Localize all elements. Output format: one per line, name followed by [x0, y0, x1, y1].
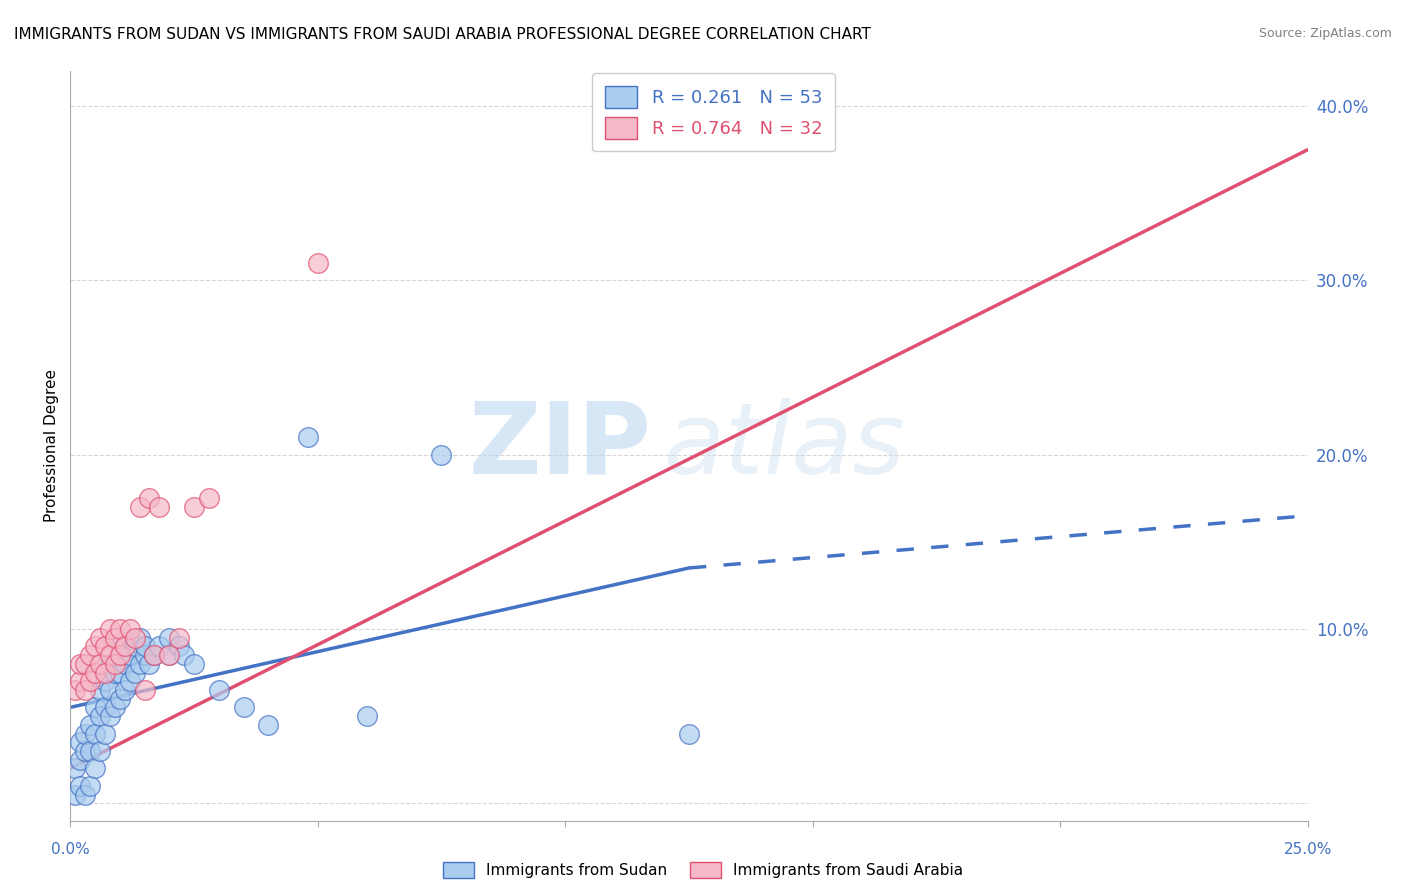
Point	[134, 648, 156, 662]
Point	[104, 631, 127, 645]
Point	[104, 657, 127, 671]
Point	[134, 682, 156, 697]
Point	[89, 657, 111, 671]
Point	[84, 700, 107, 714]
Point	[94, 665, 117, 680]
Point	[138, 491, 160, 506]
Point	[79, 648, 101, 662]
Point	[65, 682, 87, 697]
Point	[98, 682, 121, 697]
Point	[138, 657, 160, 671]
Point	[108, 691, 131, 706]
Y-axis label: Professional Degree: Professional Degree	[44, 369, 59, 523]
Point	[124, 640, 146, 654]
Point	[69, 674, 91, 689]
Text: IMMIGRANTS FROM SUDAN VS IMMIGRANTS FROM SAUDI ARABIA PROFESSIONAL DEGREE CORREL: IMMIGRANTS FROM SUDAN VS IMMIGRANTS FROM…	[14, 27, 870, 42]
Point	[297, 430, 319, 444]
Point	[75, 744, 97, 758]
Point	[108, 622, 131, 636]
Text: Source: ZipAtlas.com: Source: ZipAtlas.com	[1258, 27, 1392, 40]
Point	[75, 682, 97, 697]
Point	[98, 657, 121, 671]
Point	[108, 648, 131, 662]
Point	[69, 779, 91, 793]
Point	[128, 631, 150, 645]
Point	[118, 674, 141, 689]
Text: 25.0%: 25.0%	[1284, 842, 1331, 857]
Point	[114, 682, 136, 697]
Point	[430, 448, 453, 462]
Point	[134, 640, 156, 654]
Point	[183, 657, 205, 671]
Legend: Immigrants from Sudan, Immigrants from Saudi Arabia: Immigrants from Sudan, Immigrants from S…	[437, 856, 969, 884]
Point	[65, 788, 87, 802]
Point	[128, 657, 150, 671]
Point	[157, 631, 180, 645]
Point	[208, 682, 231, 697]
Point	[75, 788, 97, 802]
Point	[94, 640, 117, 654]
Point	[114, 640, 136, 654]
Point	[118, 648, 141, 662]
Point	[307, 256, 329, 270]
Point	[89, 744, 111, 758]
Point	[94, 726, 117, 740]
Point	[257, 718, 280, 732]
Point	[79, 718, 101, 732]
Point	[98, 622, 121, 636]
Point	[678, 726, 700, 740]
Point	[89, 709, 111, 723]
Point	[183, 500, 205, 514]
Point	[157, 648, 180, 662]
Point	[114, 657, 136, 671]
Point	[84, 761, 107, 775]
Point	[75, 726, 97, 740]
Point	[124, 631, 146, 645]
Point	[79, 744, 101, 758]
Point	[69, 753, 91, 767]
Legend: R = 0.261   N = 53, R = 0.764   N = 32: R = 0.261 N = 53, R = 0.764 N = 32	[592, 73, 835, 152]
Point	[89, 631, 111, 645]
Text: ZIP: ZIP	[470, 398, 652, 494]
Point	[157, 648, 180, 662]
Point	[75, 657, 97, 671]
Point	[69, 735, 91, 749]
Point	[108, 665, 131, 680]
Point	[89, 682, 111, 697]
Point	[98, 648, 121, 662]
Point	[108, 640, 131, 654]
Point	[104, 700, 127, 714]
Point	[98, 709, 121, 723]
Point	[143, 648, 166, 662]
Point	[65, 761, 87, 775]
Point	[94, 674, 117, 689]
Point	[84, 640, 107, 654]
Point	[94, 700, 117, 714]
Point	[79, 779, 101, 793]
Point	[84, 665, 107, 680]
Point	[128, 500, 150, 514]
Text: 0.0%: 0.0%	[51, 842, 90, 857]
Point	[148, 500, 170, 514]
Point	[198, 491, 221, 506]
Point	[84, 726, 107, 740]
Point	[356, 709, 378, 723]
Point	[148, 640, 170, 654]
Point	[167, 640, 190, 654]
Point	[79, 674, 101, 689]
Text: atlas: atlas	[664, 398, 905, 494]
Point	[124, 665, 146, 680]
Point	[173, 648, 195, 662]
Point	[104, 665, 127, 680]
Point	[118, 622, 141, 636]
Point	[167, 631, 190, 645]
Point	[69, 657, 91, 671]
Point	[232, 700, 254, 714]
Point	[143, 648, 166, 662]
